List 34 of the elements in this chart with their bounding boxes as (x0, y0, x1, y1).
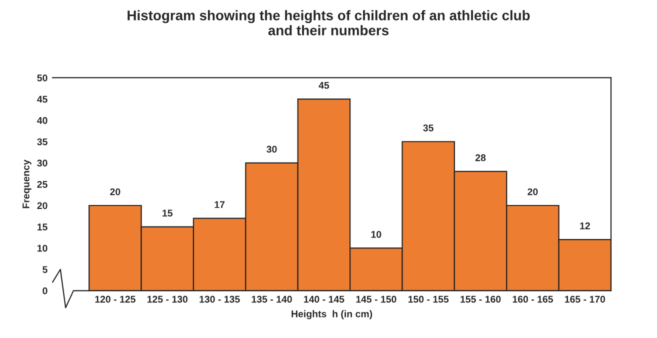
data-label: 12 (580, 222, 590, 230)
y-tick-label: 35 (37, 138, 48, 146)
data-label: 20 (110, 188, 120, 196)
y-tick-label: 45 (37, 96, 48, 103)
data-label: 45 (318, 82, 330, 89)
x-tick-label: 160 - 165 (512, 296, 553, 303)
x-tick-label: 140 - 145 (304, 296, 344, 303)
x-tick-label: 155 - 160 (460, 296, 501, 303)
y-tick-label: 50 (37, 74, 48, 82)
y-tick-label: 15 (38, 224, 48, 230)
x-tick-label: 165 - 170 (564, 296, 606, 303)
x-tick-label: 135 - 140 (252, 296, 292, 303)
y-tick-label: 20 (37, 202, 48, 210)
data-label: 17 (214, 201, 225, 208)
y-tick-label: 5 (42, 266, 48, 274)
data-label: 28 (475, 154, 486, 162)
y-tick-label: 25 (37, 180, 48, 188)
x-tick-label: 120 - 125 (95, 296, 136, 303)
chart-title: Histogram showing the heights of children of an athletic club and their numbers (128, 10, 530, 36)
x-axis-title: Heights h (in cm) (292, 310, 372, 320)
data-label: 15 (162, 210, 173, 217)
data-label: 20 (528, 188, 538, 196)
x-tick-label: 145 - 150 (356, 296, 396, 303)
y-axis-title: Frequency (22, 160, 32, 208)
data-label: 10 (371, 230, 382, 238)
x-tick-label: 130 - 135 (200, 296, 240, 303)
y-tick-label: 10 (38, 244, 48, 252)
data-label: 35 (423, 124, 434, 132)
x-tick-label: 125 - 130 (147, 296, 188, 303)
y-tick-label: 40 (37, 117, 48, 124)
y-tick-label: 30 (37, 160, 48, 167)
x-tick-label: 150 - 155 (408, 296, 449, 303)
data-label: 30 (266, 146, 277, 153)
y-tick-label: 0 (42, 287, 48, 294)
